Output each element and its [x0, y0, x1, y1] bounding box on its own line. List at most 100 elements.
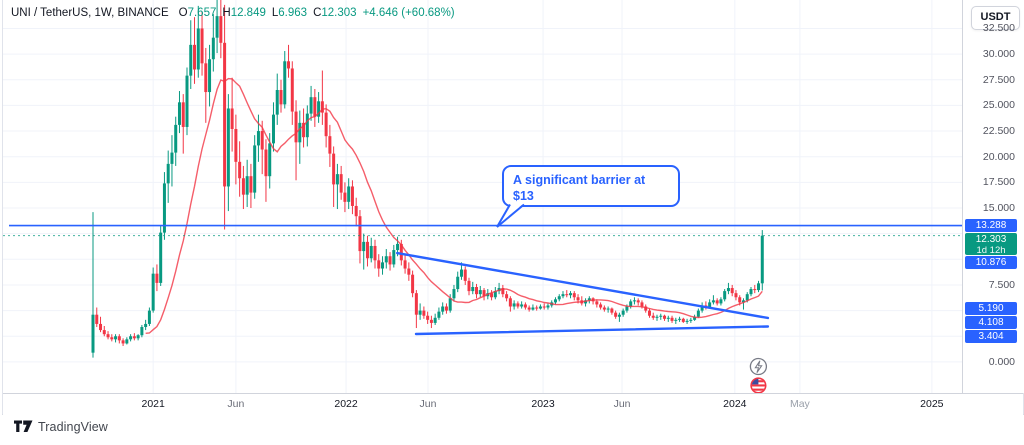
candle-body — [399, 243, 403, 261]
time-tick-label-2025: 2025 — [920, 398, 944, 410]
candle-body — [369, 245, 373, 259]
candle-body — [332, 153, 336, 185]
candle-body — [493, 291, 497, 298]
candle-body — [170, 152, 174, 164]
candle-body — [279, 90, 283, 105]
candle-body — [730, 288, 734, 294]
candle-body — [208, 59, 212, 93]
callout-text-line1: A significant barrier at — [513, 173, 646, 187]
candle-body — [140, 327, 144, 336]
candle-body — [715, 300, 719, 304]
candle-body — [256, 131, 260, 146]
price-tick-label: 0.000 — [988, 355, 1015, 368]
candle-body — [437, 311, 441, 318]
lightning-event-icon[interactable] — [749, 357, 768, 376]
candle-body — [125, 339, 129, 344]
candle-body — [317, 101, 321, 117]
time-tick-label-may: May — [789, 398, 810, 410]
us-flag-event-icon[interactable] — [750, 377, 767, 393]
time-axis[interactable]: 2021 Jun 2022 Jun 2023 Jun 2024 May 2025 — [3, 393, 1023, 415]
candle-body — [362, 241, 366, 252]
candle-body — [501, 288, 505, 295]
candle-body — [475, 287, 479, 295]
tradingview-attribution-label: TradingView — [38, 419, 108, 434]
candle-body — [328, 136, 332, 154]
candle-body — [384, 256, 388, 263]
candle-body — [666, 317, 670, 319]
candle-body — [418, 310, 422, 315]
candle-body — [271, 114, 275, 144]
candle-body — [422, 310, 426, 316]
candle-body — [482, 290, 486, 297]
candle-body — [290, 68, 294, 112]
trend-line-upper-descending[interactable] — [395, 251, 770, 320]
candle-body — [512, 303, 516, 307]
candle-body — [734, 293, 738, 298]
candle-body — [264, 149, 268, 177]
candle-body — [757, 283, 761, 291]
candle-body — [708, 302, 712, 308]
tradingview-attribution[interactable]: TradingView — [14, 419, 108, 434]
candle-body — [696, 310, 700, 317]
candle-body — [444, 306, 448, 311]
candle-body — [572, 293, 576, 298]
candle-body — [392, 250, 396, 265]
candle-body — [114, 336, 118, 340]
candle-body — [719, 299, 723, 304]
candle-body — [396, 243, 400, 251]
candle-body — [726, 288, 730, 292]
price-tick-label: 17.500 — [982, 176, 1015, 189]
candle-body — [625, 306, 629, 311]
candle-body — [429, 319, 433, 323]
candle-body — [159, 232, 163, 283]
candle-body — [655, 316, 659, 318]
price-level-badge: 5.190 — [965, 302, 1017, 316]
candle-body — [381, 262, 385, 269]
candle-body — [121, 340, 125, 344]
candle-body — [553, 299, 557, 303]
callout-annotation[interactable]: A significant barrier at $13 — [496, 165, 680, 228]
currency-toggle-button[interactable]: USDT — [971, 6, 1020, 30]
candle-body — [576, 297, 580, 301]
candle-body — [546, 305, 550, 308]
close-value: 12.303 — [321, 7, 357, 19]
candle-body — [538, 306, 542, 309]
candle-body — [681, 318, 685, 322]
close-label: C — [313, 7, 322, 19]
candle-body — [238, 161, 242, 179]
ma-line[interactable] — [145, 77, 763, 334]
candle-body — [685, 320, 689, 322]
candle-body — [373, 245, 377, 261]
candle-body — [723, 291, 727, 300]
time-tick-label-2022: 2022 — [334, 398, 358, 410]
symbol-legend[interactable]: UNI / TetherUS, 1W, BINANCE O7.657 H12.849… — [11, 7, 455, 19]
candle-body — [388, 256, 392, 265]
candle-body — [241, 178, 245, 195]
candle-body — [557, 296, 561, 300]
candle-body — [215, 16, 219, 38]
candle-body — [407, 268, 411, 275]
candle-body — [204, 63, 208, 93]
candle-body — [670, 317, 674, 321]
low-value: 6.963 — [278, 7, 308, 19]
candle-body — [693, 316, 697, 320]
candle-body — [632, 300, 636, 302]
open-value: 7.657 — [187, 7, 217, 19]
candle-body — [644, 306, 648, 311]
price-axis[interactable]: USDT 32.500 30.000 27.500 25.000 22.500 20.00… — [962, 0, 1024, 393]
candle-body — [452, 289, 456, 299]
candle-body — [129, 336, 133, 340]
candle-body — [471, 287, 475, 292]
chart-pane[interactable]: A significant barrier at $13 UNI / Tether… — [3, 0, 962, 393]
candle-body — [527, 307, 531, 310]
bar-countdown: 1d 12h — [976, 245, 1006, 257]
time-tick-label-2024: 2024 — [723, 398, 747, 410]
candle-body — [377, 260, 381, 269]
candlestick-chart[interactable]: A significant barrier at $13 — [3, 0, 962, 393]
symbol-title[interactable]: UNI / TetherUS, 1W, BINANCE — [11, 7, 169, 19]
candle-body — [741, 300, 745, 303]
candle-body — [587, 298, 591, 301]
candle-body — [426, 315, 430, 320]
candle-body — [689, 319, 693, 321]
trend-line-lower-flat[interactable] — [414, 325, 770, 336]
